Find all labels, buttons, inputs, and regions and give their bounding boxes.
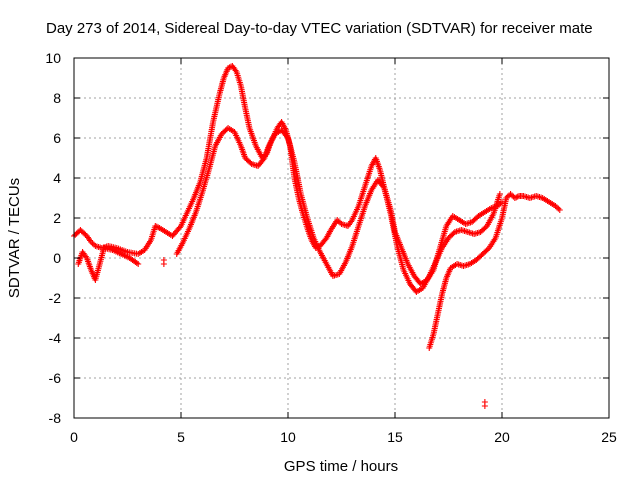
chart-title: Day 273 of 2014, Sidereal Day-to-day VTE… [46,20,593,37]
axis-ticks [73,57,610,419]
data-point [133,260,140,266]
y-tick-label: 2 [53,210,61,226]
series-trace-b [75,245,142,283]
data-point [90,241,97,248]
y-tick-label: 4 [53,170,61,186]
series-trace-c [173,125,503,295]
y-tick-label: 0 [53,250,61,266]
data-point [283,133,290,140]
y-axis-label: SDTVAR / TECUs [6,178,23,298]
x-tick-label: 5 [177,429,185,445]
data-point [556,207,563,213]
x-tick-label: 15 [387,429,403,445]
y-tick-labels: -8 -6 -4 -2 0 2 4 6 8 10 [45,50,61,426]
data-point [553,204,560,211]
y-tick-label: -2 [49,290,62,306]
series-outlier [160,257,488,409]
data-point [481,403,488,409]
x-axis-label: GPS time / hours [284,458,398,475]
plot-frame [73,57,610,419]
y-tick-label: -4 [49,330,62,346]
x-tick-label: 25 [601,429,617,445]
y-tick-label: -6 [49,370,62,386]
data-point [153,223,160,230]
data-point [89,240,96,247]
y-tick-label: -8 [49,410,62,426]
data-points [71,63,563,409]
x-tick-label: 20 [494,429,510,445]
data-point [152,223,159,229]
data-point [514,193,521,200]
data-point [176,224,183,231]
data-point [508,192,515,199]
data-point [496,191,503,197]
x-tick-label: 10 [280,429,296,445]
y-tick-label: 6 [53,130,61,146]
data-point [552,203,559,209]
data-point [160,261,167,267]
data-point [88,239,95,245]
series-trace-d [426,191,563,351]
data-point [555,205,562,212]
x-tick-labels: 0 5 10 15 20 25 [70,429,617,445]
data-point [504,193,511,200]
x-tick-label: 0 [70,429,78,445]
data-point [260,156,267,163]
data-point [334,217,341,223]
data-point [337,219,344,226]
y-tick-label: 10 [45,50,61,66]
y-tick-label: 8 [53,90,61,106]
data-point [155,224,162,231]
data-point [511,195,518,201]
grid-lines [74,58,609,418]
data-point [335,218,342,225]
data-point [380,183,387,190]
data-point [503,195,510,201]
data-point [507,191,514,197]
data-point [513,194,520,201]
data-point [135,261,142,267]
data-point [225,65,232,71]
